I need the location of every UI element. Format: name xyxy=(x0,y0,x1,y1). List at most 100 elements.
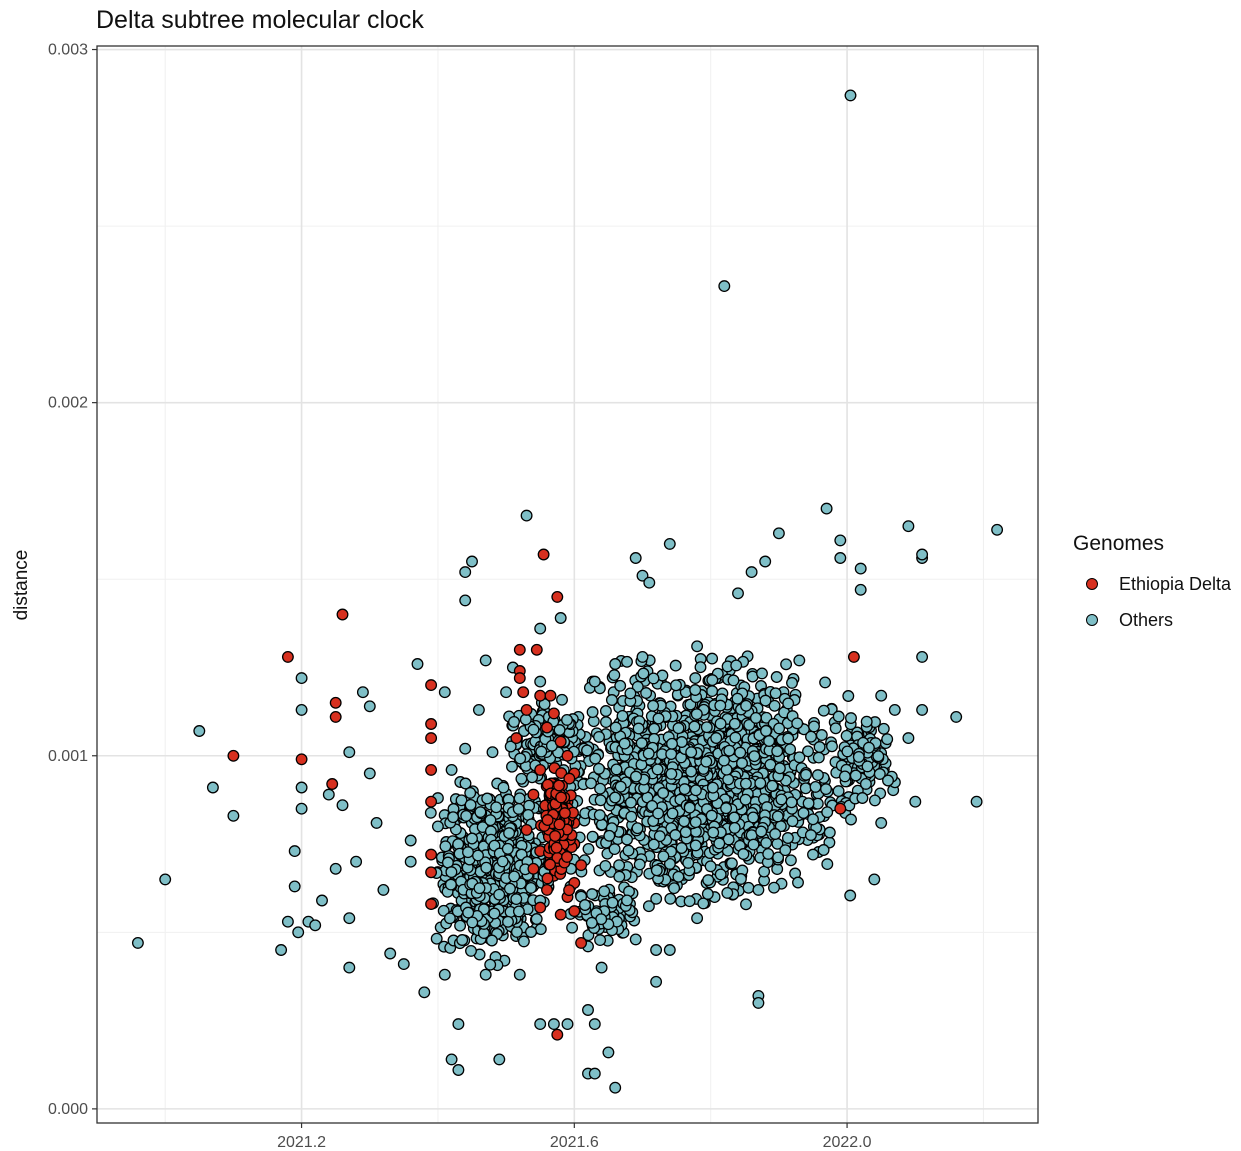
data-point-others xyxy=(618,737,631,750)
data-point-others xyxy=(763,735,776,747)
data-point-ethiopia-delta xyxy=(329,710,342,723)
data-point-others xyxy=(609,658,622,670)
data-point-others xyxy=(445,763,458,776)
data-point-others xyxy=(669,829,682,841)
data-point-others xyxy=(430,932,443,945)
data-point-others xyxy=(768,699,781,712)
data-point-ethiopia-delta xyxy=(425,866,438,879)
data-point-others xyxy=(873,768,886,780)
legend-key-ethiopia-delta xyxy=(1086,578,1098,590)
data-point-others xyxy=(720,802,733,815)
data-point-others xyxy=(595,818,608,831)
data-point-others xyxy=(512,802,525,815)
data-point-others xyxy=(834,534,847,547)
data-point-ethiopia-delta xyxy=(541,721,553,734)
data-point-others xyxy=(663,944,676,956)
data-point-others xyxy=(547,1018,560,1031)
data-point-others xyxy=(647,699,660,712)
data-point-ethiopia-delta xyxy=(520,823,533,836)
data-point-others xyxy=(452,1018,465,1031)
data-point-others xyxy=(685,746,698,759)
data-point-ethiopia-delta xyxy=(281,650,294,663)
data-point-others xyxy=(760,724,772,737)
data-point-others xyxy=(845,712,857,725)
data-point-others xyxy=(513,792,526,805)
data-point-others xyxy=(635,737,648,750)
data-point-others xyxy=(625,810,638,823)
data-point-others xyxy=(534,923,547,936)
data-point-others xyxy=(594,782,607,795)
data-point-others xyxy=(464,798,477,811)
data-point-others xyxy=(841,745,854,758)
data-point-others xyxy=(459,594,472,607)
data-point-others xyxy=(652,712,665,725)
data-point-others xyxy=(411,658,424,670)
data-point-ethiopia-delta xyxy=(425,679,438,692)
data-point-others xyxy=(586,706,599,719)
data-point-others xyxy=(593,730,605,743)
data-point-others xyxy=(714,868,727,881)
data-point-others xyxy=(553,724,566,736)
data-point-others xyxy=(438,968,451,981)
data-point-others xyxy=(329,862,342,875)
data-point-others xyxy=(561,713,573,726)
data-point-others xyxy=(745,566,758,579)
data-point-others xyxy=(784,854,797,867)
x-tick-label: 2022.0 xyxy=(823,1134,872,1151)
data-point-others xyxy=(916,703,929,716)
data-point-ethiopia-delta xyxy=(513,643,526,656)
data-point-others xyxy=(691,912,704,925)
data-point-others xyxy=(535,745,548,758)
data-point-others xyxy=(663,537,676,550)
data-point-others xyxy=(660,681,673,694)
data-point-others xyxy=(802,745,814,758)
data-point-ethiopia-delta xyxy=(541,872,554,885)
data-point-others xyxy=(517,935,530,948)
data-point-others xyxy=(769,828,782,840)
data-point-others xyxy=(309,919,322,932)
data-point-others xyxy=(747,838,760,851)
data-point-others xyxy=(791,717,804,730)
legend-key-others xyxy=(1086,614,1098,626)
data-point-others xyxy=(786,676,798,689)
data-point-others xyxy=(704,860,717,873)
data-point-others xyxy=(637,667,650,680)
data-point-ethiopia-delta xyxy=(847,650,860,663)
data-point-others xyxy=(682,856,695,869)
data-point-others xyxy=(622,844,635,857)
data-point-others xyxy=(756,667,768,680)
data-point-others xyxy=(630,770,642,783)
data-point-others xyxy=(647,672,660,685)
data-point-ethiopia-delta xyxy=(553,818,566,831)
data-point-others xyxy=(554,612,567,624)
data-point-others xyxy=(510,925,523,938)
data-point-others xyxy=(856,792,869,804)
data-point-others xyxy=(592,762,605,775)
data-point-others xyxy=(706,652,719,665)
y-tick-label: 0.000 xyxy=(48,1101,88,1118)
data-point-others xyxy=(356,686,369,699)
data-point-others xyxy=(609,721,622,734)
data-point-others xyxy=(793,654,806,667)
data-point-ethiopia-delta xyxy=(544,689,557,702)
data-point-others xyxy=(452,838,465,851)
data-point-ethiopia-delta xyxy=(537,548,550,561)
data-point-others xyxy=(689,684,702,696)
data-point-ethiopia-delta xyxy=(534,763,547,776)
data-point-others xyxy=(613,859,626,872)
grid-lines xyxy=(97,46,1038,1123)
data-point-others xyxy=(781,832,794,844)
data-point-others xyxy=(888,703,901,716)
legend-title: Genomes xyxy=(1073,532,1165,555)
data-point-others xyxy=(701,887,714,900)
data-point-others xyxy=(633,858,646,871)
data-point-others xyxy=(609,791,622,804)
data-point-others xyxy=(472,849,484,862)
data-point-ethiopia-delta xyxy=(425,848,438,861)
data-point-others xyxy=(689,672,702,685)
data-point-others xyxy=(343,746,356,759)
data-point-others xyxy=(599,859,612,872)
data-point-others xyxy=(881,733,894,746)
data-point-others xyxy=(739,793,752,806)
